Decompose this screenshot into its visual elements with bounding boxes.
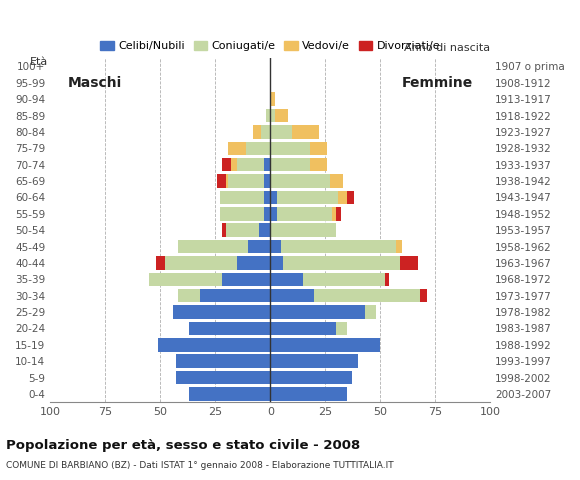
Bar [270, 174, 329, 188]
Bar [270, 93, 275, 106]
Bar [264, 207, 270, 220]
Bar [270, 158, 310, 171]
Bar [222, 224, 226, 237]
Bar [220, 207, 264, 220]
Bar [270, 355, 358, 368]
Bar [264, 158, 270, 171]
Bar [270, 256, 284, 270]
Bar [237, 256, 270, 270]
Bar [270, 142, 310, 155]
Bar [189, 322, 270, 335]
Bar [222, 273, 270, 286]
Bar [365, 305, 376, 319]
Bar [266, 109, 270, 122]
Bar [264, 191, 270, 204]
Bar [339, 191, 347, 204]
Bar [270, 109, 275, 122]
Bar [253, 125, 262, 139]
Bar [270, 224, 336, 237]
Text: Anno di nascita: Anno di nascita [404, 43, 490, 53]
Legend: Celibi/Nubili, Coniugati/e, Vedovi/e, Divorziati/e: Celibi/Nubili, Coniugati/e, Vedovi/e, Di… [96, 36, 445, 56]
Bar [231, 158, 237, 171]
Bar [200, 289, 270, 302]
Bar [277, 191, 339, 204]
Bar [270, 207, 277, 220]
Bar [400, 256, 418, 270]
Bar [229, 142, 246, 155]
Bar [229, 174, 264, 188]
Bar [292, 125, 318, 139]
Bar [158, 338, 270, 351]
Bar [314, 289, 420, 302]
Bar [246, 142, 270, 155]
Bar [165, 256, 237, 270]
Bar [385, 273, 389, 286]
Bar [220, 191, 264, 204]
Text: COMUNE DI BARBIANO (BZ) - Dati ISTAT 1° gennaio 2008 - Elaborazione TUTTITALIA.I: COMUNE DI BARBIANO (BZ) - Dati ISTAT 1° … [6, 461, 393, 470]
Bar [310, 142, 328, 155]
Bar [270, 338, 380, 351]
Bar [336, 322, 347, 335]
Bar [281, 240, 396, 253]
Bar [270, 240, 281, 253]
Bar [270, 125, 292, 139]
Bar [347, 191, 354, 204]
Bar [329, 174, 343, 188]
Bar [226, 224, 259, 237]
Text: Femmine: Femmine [401, 76, 473, 90]
Bar [259, 224, 270, 237]
Bar [303, 273, 385, 286]
Bar [336, 207, 340, 220]
Bar [248, 240, 270, 253]
Bar [270, 273, 303, 286]
Bar [226, 174, 229, 188]
Bar [156, 256, 165, 270]
Bar [270, 289, 314, 302]
Bar [270, 305, 365, 319]
Text: Maschi: Maschi [68, 76, 122, 90]
Bar [262, 125, 270, 139]
Text: Età: Età [30, 57, 48, 67]
Bar [176, 355, 270, 368]
Bar [178, 289, 200, 302]
Bar [173, 305, 270, 319]
Bar [310, 158, 328, 171]
Bar [270, 322, 336, 335]
Bar [237, 158, 264, 171]
Bar [277, 207, 332, 220]
Bar [284, 256, 400, 270]
Bar [264, 174, 270, 188]
Bar [218, 174, 226, 188]
Bar [176, 371, 270, 384]
Bar [149, 273, 222, 286]
Bar [270, 191, 277, 204]
Bar [222, 158, 231, 171]
Bar [270, 387, 347, 401]
Bar [420, 289, 426, 302]
Text: Popolazione per età, sesso e stato civile - 2008: Popolazione per età, sesso e stato civil… [6, 439, 360, 452]
Bar [396, 240, 403, 253]
Bar [332, 207, 336, 220]
Bar [178, 240, 248, 253]
Bar [189, 387, 270, 401]
Bar [275, 109, 288, 122]
Bar [270, 371, 351, 384]
